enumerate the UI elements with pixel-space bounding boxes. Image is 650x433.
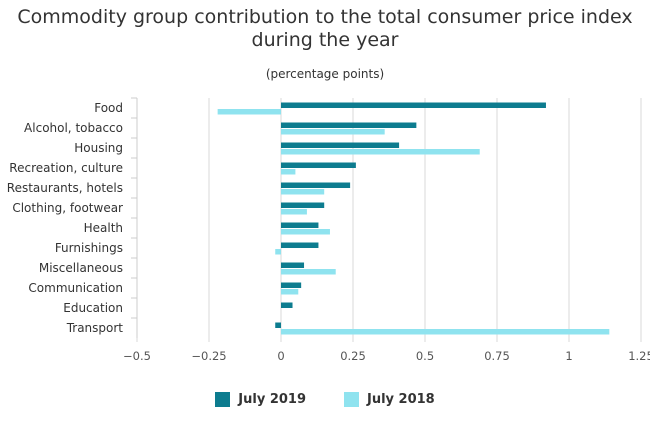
- x-tick-label: 0.75: [484, 349, 510, 363]
- category-label: Housing: [74, 141, 123, 155]
- bar-series-1: [281, 202, 325, 208]
- bar-series-1: [281, 222, 319, 228]
- bar-series-2: [217, 109, 281, 115]
- category-label: Alcohol, tobacco: [24, 121, 123, 135]
- chart-title: Commodity group contribution to the tota…: [17, 6, 633, 51]
- bar-series-1: [281, 302, 293, 308]
- category-label: Health: [84, 221, 123, 235]
- bar-series-2: [281, 149, 480, 155]
- category-label: Transport: [66, 321, 124, 335]
- category-label: Restaurants, hotels: [7, 181, 123, 195]
- x-tick-label: 0: [277, 349, 284, 363]
- bar-series-1: [281, 182, 351, 188]
- bar-series-2: [281, 209, 307, 215]
- bar-series-1: [281, 242, 319, 248]
- bar-series-1: [281, 122, 417, 128]
- category-label: Food: [94, 101, 123, 115]
- chart-subtitle: (percentage points): [265, 67, 385, 81]
- bar-series-2: [281, 169, 296, 175]
- x-tick-label: 1.25: [628, 349, 650, 363]
- bar-series-2: [281, 189, 325, 195]
- bar-series-1: [281, 262, 305, 268]
- category-label: Communication: [28, 281, 123, 295]
- legend-label-series-1: July 2019: [238, 392, 306, 407]
- bar-series-2: [281, 289, 299, 295]
- legend-swatch-series-2: [344, 392, 359, 407]
- bar-series-1: [281, 162, 356, 168]
- legend-swatch-series-1: [215, 392, 231, 407]
- legend-label-series-2: July 2018: [367, 392, 435, 407]
- x-tick-label: 0.25: [340, 349, 366, 363]
- bar-series-2: [281, 129, 385, 135]
- bar-series-2: [281, 269, 336, 275]
- category-label: Miscellaneous: [39, 261, 123, 275]
- legend-item-series-1[interactable]: July 2019: [215, 392, 306, 407]
- x-tick-label: 1: [565, 349, 572, 363]
- bar-series-2: [275, 249, 281, 255]
- chart-legend: July 2019 July 2018: [0, 392, 650, 407]
- bar-series-1: [275, 322, 281, 328]
- category-label: Education: [63, 301, 123, 315]
- category-label: Clothing, footwear: [12, 201, 123, 215]
- x-tick-label: 0.5: [416, 349, 434, 363]
- category-label: Furnishings: [55, 241, 123, 255]
- x-tick-label: −0.25: [191, 349, 226, 363]
- x-tick-label: −0.5: [123, 349, 151, 363]
- bar-series-1: [281, 102, 546, 108]
- category-label: Recreation, culture: [9, 161, 123, 175]
- bar-series-1: [281, 142, 400, 148]
- bar-series-2: [281, 229, 330, 235]
- legend-item-series-2[interactable]: July 2018: [344, 392, 435, 407]
- bar-series-2: [281, 329, 610, 335]
- bar-series-1: [281, 282, 302, 288]
